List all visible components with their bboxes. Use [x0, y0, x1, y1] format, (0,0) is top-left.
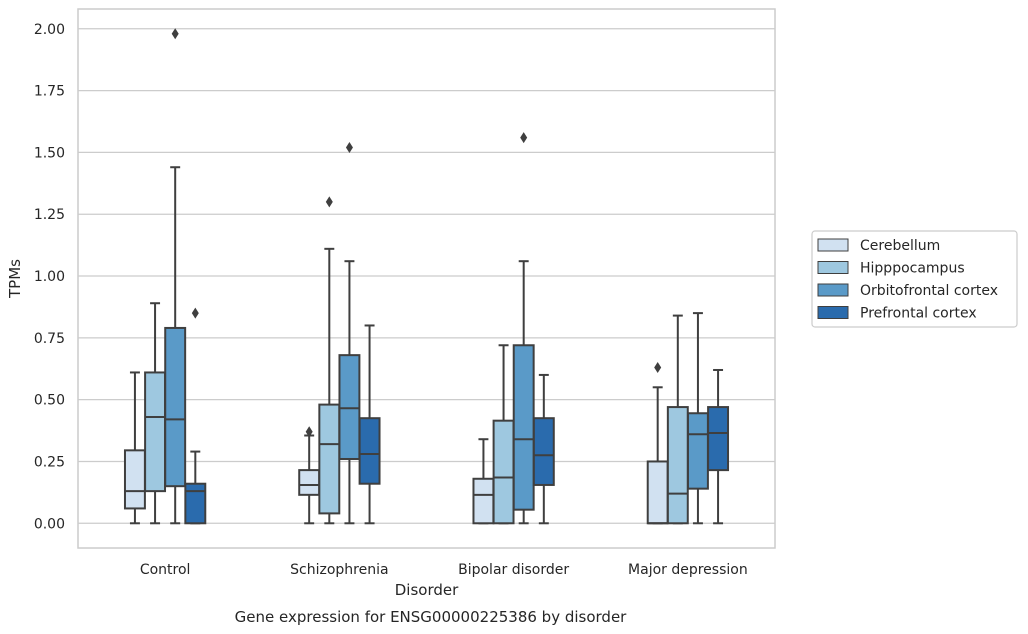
legend-label: Prefrontal cortex — [860, 306, 977, 322]
iqr-box — [164, 326, 187, 488]
legend-label: Orbitofrontal cortex — [860, 283, 998, 299]
box-prefrontal-cortex — [184, 307, 207, 525]
x-tick-label: Schizophrenia — [290, 562, 388, 578]
legend-box — [811, 230, 1018, 328]
outlier-point — [191, 307, 199, 319]
box-series — [123, 28, 730, 525]
outlier-point — [325, 196, 333, 208]
iqr-box — [707, 406, 730, 472]
legend-swatch — [817, 238, 849, 252]
box-hipppocampus — [318, 196, 341, 525]
y-tick-label: 1.50 — [34, 145, 65, 161]
box-hipppocampus — [144, 302, 167, 525]
x-tick-labels: Control Schizophrenia Bipolar disorder Majo… — [140, 562, 748, 578]
box-orbitofrontal-cortex — [164, 28, 187, 525]
y-tick-label: 1.25 — [34, 207, 65, 223]
box-cerebellum — [646, 362, 669, 525]
outlier-point — [305, 426, 313, 438]
legend-swatch — [817, 261, 849, 274]
iqr-box — [666, 406, 689, 525]
x-tick-label: Major depression — [628, 562, 748, 578]
y-tick-label: 2.00 — [34, 22, 65, 38]
y-tick-label: 1.00 — [34, 269, 65, 285]
box-cerebellum — [123, 371, 146, 525]
box-prefrontal-cortex — [358, 324, 381, 525]
box-hipppocampus — [666, 314, 689, 525]
x-tick-label: Bipolar disorder — [458, 562, 569, 578]
iqr-box — [123, 449, 146, 510]
iqr-box — [318, 403, 341, 515]
x-axis-label: Disorder — [395, 581, 459, 599]
box-prefrontal-cortex — [532, 373, 555, 525]
box-orbitofrontal-cortex — [686, 312, 709, 525]
plot-frame — [77, 8, 776, 549]
y-tick-label: 1.75 — [34, 84, 65, 100]
box-cerebellum — [472, 438, 495, 525]
iqr-box — [686, 412, 709, 490]
legend-label: Hipppocampus — [860, 261, 965, 277]
x-tick-label: Control — [140, 562, 191, 578]
iqr-box — [532, 417, 555, 486]
legend: Cerebellum Hipppocampus Orbitofrontal cort… — [811, 230, 1018, 328]
legend-swatch — [817, 306, 849, 319]
box-prefrontal-cortex — [707, 368, 730, 525]
iqr-box — [646, 460, 669, 525]
gridlines — [78, 28, 775, 524]
outlier-point — [171, 28, 179, 40]
iqr-box — [298, 469, 321, 496]
box-hipppocampus — [492, 344, 515, 525]
box-cerebellum — [298, 426, 321, 525]
outlier-point — [520, 132, 528, 144]
box-orbitofrontal-cortex — [338, 141, 361, 525]
y-tick-label: 0.25 — [34, 454, 65, 470]
box-orbitofrontal-cortex — [512, 132, 535, 525]
legend-label: Cerebellum — [860, 238, 940, 254]
outlier-point — [345, 141, 353, 153]
y-tick-label: 0.75 — [34, 331, 65, 347]
iqr-box — [184, 482, 207, 525]
chart-caption: Gene expression for ENSG00000225386 by d… — [235, 608, 628, 626]
iqr-box — [492, 419, 515, 525]
y-tick-labels: 0.00 0.25 0.50 0.75 1.00 1.25 1.50 1.75 2.00 — [34, 22, 65, 532]
y-tick-label: 0.50 — [34, 393, 65, 409]
iqr-box — [472, 477, 495, 525]
y-tick-label: 0.00 — [34, 516, 65, 532]
y-axis-label: TPMs — [6, 259, 24, 299]
outlier-point — [654, 362, 662, 374]
iqr-box — [512, 344, 535, 511]
iqr-box — [338, 354, 361, 460]
legend-swatch — [817, 283, 849, 297]
iqr-box — [358, 417, 381, 485]
iqr-box — [144, 371, 167, 493]
